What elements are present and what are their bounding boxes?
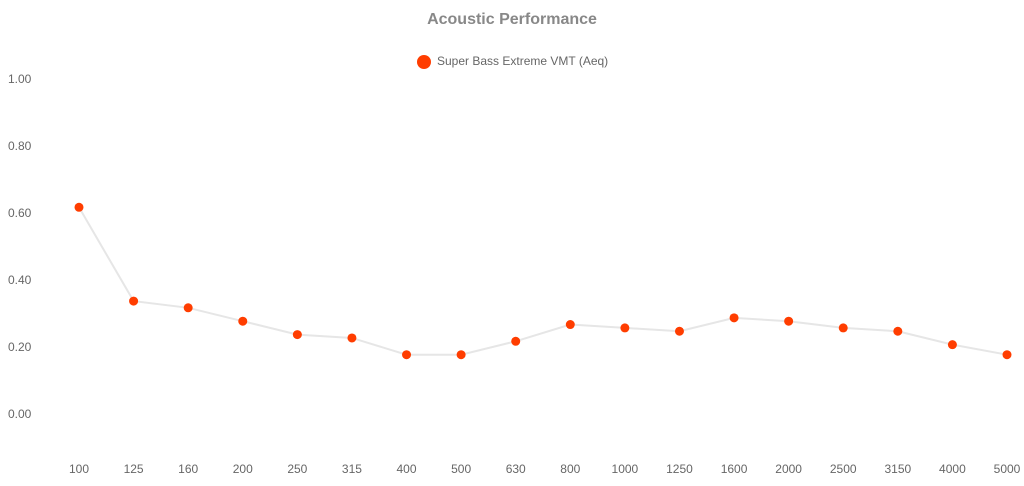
- point: [238, 316, 248, 326]
- x-tick-label: 400: [397, 462, 417, 476]
- point: [947, 340, 957, 350]
- point: [784, 316, 794, 326]
- legend-marker: [417, 55, 431, 69]
- x-tick-label: 4000: [939, 462, 966, 476]
- x-tick-label: 100: [69, 462, 89, 476]
- x-tick-label: 1000: [612, 462, 639, 476]
- legend-label: Super Bass Extreme VMT (Aeq): [437, 54, 608, 68]
- x-tick-label: 1600: [721, 462, 748, 476]
- y-tick-label: 0.40: [8, 273, 32, 287]
- x-tick-label: 1250: [666, 462, 693, 476]
- x-tick-label: 2500: [830, 462, 857, 476]
- x-tick-label: 2000: [775, 462, 802, 476]
- x-tick-label: 125: [124, 462, 144, 476]
- y-tick-label: 1.00: [8, 72, 32, 86]
- point: [565, 320, 575, 330]
- point: [674, 326, 684, 336]
- point: [183, 303, 193, 313]
- point: [838, 323, 848, 333]
- point: [729, 313, 739, 323]
- y-tick-label: 0.00: [8, 407, 32, 421]
- x-tick-label: 3150: [884, 462, 911, 476]
- x-tick-label: 315: [342, 462, 362, 476]
- x-tick-label: 250: [287, 462, 307, 476]
- x-tick-label: 800: [560, 462, 580, 476]
- point: [347, 333, 357, 343]
- point: [620, 323, 630, 333]
- x-tick-label: 200: [233, 462, 253, 476]
- point: [456, 350, 466, 360]
- point: [1002, 350, 1012, 360]
- series-line: [78, 206, 1008, 356]
- point: [893, 326, 903, 336]
- y-tick-label: 0.20: [8, 340, 32, 354]
- chart-title: Acoustic Performance: [427, 11, 597, 28]
- x-tick-label: 5000: [994, 462, 1021, 476]
- point: [292, 330, 302, 340]
- point: [129, 296, 139, 306]
- x-tick-label: 630: [506, 462, 526, 476]
- x-tick-label: 160: [178, 462, 198, 476]
- y-tick-label: 0.80: [8, 139, 32, 153]
- y-tick-label: 0.60: [8, 206, 32, 220]
- point: [402, 350, 412, 360]
- x-tick-label: 500: [451, 462, 471, 476]
- point: [511, 336, 521, 346]
- point: [74, 202, 84, 212]
